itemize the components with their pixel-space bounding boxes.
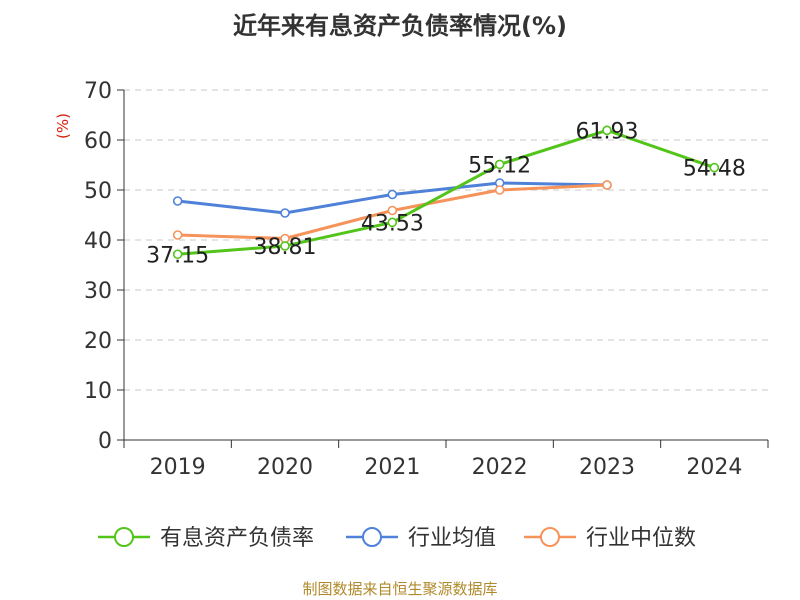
data-label-2021: 43.53 — [361, 211, 424, 236]
data-label-2020: 38.81 — [254, 235, 317, 260]
x-tick-label-2021: 2021 — [364, 455, 420, 480]
series-0-point-2021 — [387, 217, 398, 228]
y-tick-label-0: 0 — [98, 429, 112, 454]
data-label-2022: 55.12 — [468, 153, 531, 178]
series-0-point-2020 — [280, 241, 290, 251]
series-1-point-2020 — [280, 208, 290, 218]
series-1-point-2019 — [172, 196, 183, 206]
x-tick-label-2024: 2024 — [686, 455, 742, 480]
chart-title: 近年来有息资产负债率情况(%) — [233, 12, 567, 40]
x-tick-label-2019: 2019 — [150, 455, 206, 480]
data-label-2019: 37.15 — [146, 243, 209, 268]
y-tick-label-40: 40 — [84, 229, 112, 254]
series-1-point-2021 — [387, 189, 398, 200]
series-0-point-2022 — [494, 159, 505, 170]
source-note: 制图数据来自恒生聚源数据库 — [302, 580, 498, 598]
y-tick-label-30: 30 — [84, 279, 112, 304]
x-tick-label-2023: 2023 — [579, 455, 635, 480]
series-0-point-2024 — [709, 162, 720, 173]
series-lines — [172, 125, 720, 260]
series-0-point-2023 — [602, 125, 612, 136]
data-label-2023: 61.93 — [576, 119, 639, 144]
legend-label-2: 行业中位数 — [586, 526, 696, 551]
legend-label-0: 有息资产负债率 — [160, 526, 314, 551]
y-tick-label-60: 60 — [84, 129, 112, 154]
legend-marker-2 — [540, 527, 560, 547]
data-labels: 37.15 38.81 43.53 55.12 61.93 54.48 — [146, 119, 746, 268]
series-line-0 — [177, 128, 715, 256]
series-2-point-2022 — [494, 185, 505, 195]
x-tick-label-2022: 2022 — [472, 455, 528, 480]
legend-marker-1 — [362, 527, 382, 547]
y-tick-label-50: 50 — [84, 179, 112, 204]
data-label-2024: 54.48 — [683, 157, 746, 182]
x-tick-label-2020: 2020 — [257, 455, 313, 480]
series-0-point-2019 — [172, 249, 183, 260]
legend-label-1: 行业均值 — [408, 526, 496, 551]
series-2-point-2023 — [602, 180, 612, 190]
y-axis-unit-label: (%) — [54, 113, 72, 139]
y-tick-label-10: 10 — [84, 379, 112, 404]
gridlines — [124, 89, 768, 391]
y-tick-label-70: 70 — [84, 79, 112, 104]
legend: 有息资产负债率 行业均值 行业中位数 — [98, 526, 696, 551]
series-2-point-2021 — [387, 205, 398, 216]
axes: 0 10 20 30 40 50 60 70 2019 2020 2021 2022 2023 2024 (… — [54, 79, 769, 480]
series-2-point-2019 — [172, 230, 183, 240]
y-tick-label-20: 20 — [84, 329, 112, 354]
legend-marker-0 — [114, 527, 134, 547]
